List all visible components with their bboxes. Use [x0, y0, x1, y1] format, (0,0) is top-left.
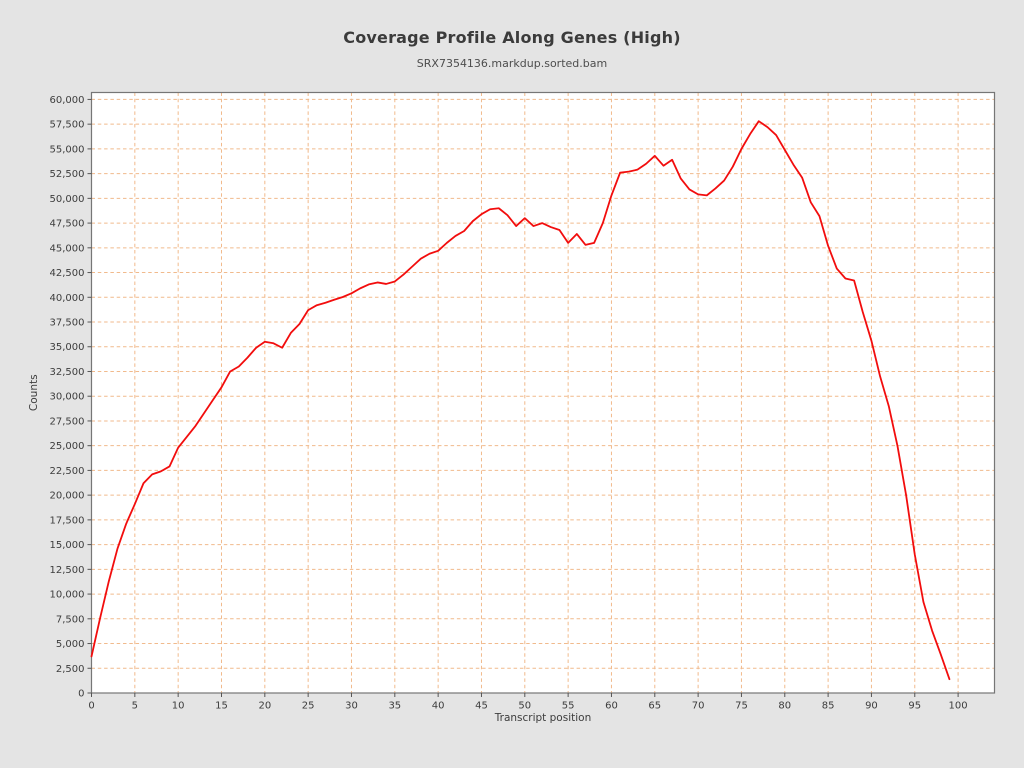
y-tick-label: 15,000	[50, 540, 85, 551]
x-tick-label: 100	[949, 700, 968, 711]
x-tick-label: 65	[648, 700, 661, 711]
grid	[91, 92, 995, 693]
y-tick-label: 17,500	[50, 515, 85, 526]
x-tick-label: 20	[258, 700, 271, 711]
coverage-line	[90, 120, 951, 681]
y-tick-label: 30,000	[50, 392, 85, 403]
x-tick-label: 25	[302, 700, 315, 711]
y-tick-label: 57,500	[50, 120, 85, 131]
chart-title: Coverage Profile Along Genes (High)	[343, 28, 681, 47]
y-tick-label: 0	[78, 689, 84, 700]
chart-subtitle: SRX7354136.markdup.sorted.bam	[416, 57, 608, 70]
x-tick-label: 5	[132, 700, 138, 711]
y-tick-label: 35,000	[50, 342, 85, 353]
y-tick-label: 32,500	[50, 367, 85, 378]
x-tick-label: 80	[778, 700, 791, 711]
x-tick-label: 60	[605, 700, 618, 711]
x-tick-label: 45	[475, 700, 488, 711]
x-tick-label: 10	[172, 700, 185, 711]
y-tick-label: 20,000	[50, 491, 85, 502]
x-tick-label: 85	[822, 700, 835, 711]
x-tick-label: 30	[345, 700, 358, 711]
y-tick-label: 22,500	[50, 466, 85, 477]
y-tick-label: 42,500	[50, 268, 85, 279]
y-tick-label: 10,000	[50, 590, 85, 601]
plot-border	[90, 91, 996, 694]
x-tick-label: 15	[215, 700, 228, 711]
y-axis-label: Counts	[28, 374, 40, 411]
x-tick-label: 35	[388, 700, 401, 711]
y-tick-label: 7,500	[56, 614, 85, 625]
y-tick-label: 5,000	[56, 639, 85, 650]
x-tick-label: 95	[908, 700, 921, 711]
y-tick-label: 12,500	[50, 565, 85, 576]
y-tick-label: 47,500	[50, 219, 85, 230]
x-tick-label: 75	[735, 700, 748, 711]
y-tick-label: 2,500	[56, 664, 85, 675]
y-tick-label: 40,000	[50, 293, 85, 304]
y-tick-label: 25,000	[50, 441, 85, 452]
y-tick-label: 27,500	[50, 416, 85, 427]
y-tick-label: 55,000	[50, 144, 85, 155]
x-tick-label: 90	[865, 700, 878, 711]
x-tick-label: 55	[562, 700, 575, 711]
x-tick-label: 70	[692, 700, 705, 711]
x-tick-label: 50	[518, 700, 531, 711]
y-tick-label: 45,000	[50, 243, 85, 254]
y-tick-label: 50,000	[50, 194, 85, 205]
tick-labels: 0 5 10 15 20 25 30 35 40 45 50 55 60 65 70 75 80 85 90 95 10…	[50, 95, 968, 711]
y-tick-label: 52,500	[50, 169, 85, 180]
plot-area	[91, 92, 995, 693]
y-tick-label: 60,000	[50, 95, 85, 106]
y-tick-label: 37,500	[50, 318, 85, 329]
tick-marks	[87, 98, 959, 697]
x-tick-label: 40	[432, 700, 445, 711]
x-axis-label: Transcript position	[494, 712, 591, 724]
x-tick-label: 0	[88, 700, 94, 711]
